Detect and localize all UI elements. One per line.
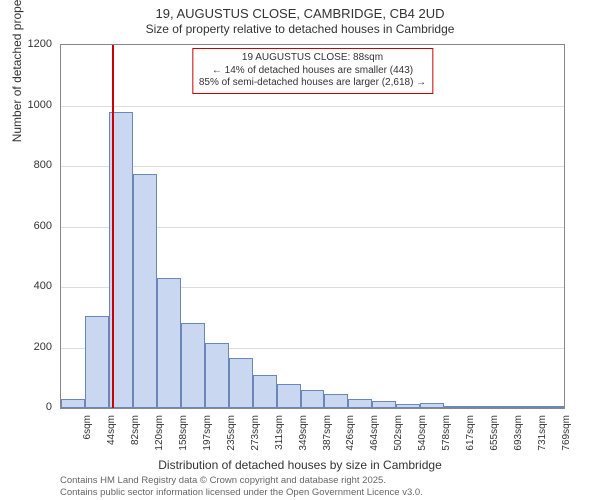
y-tick-label: 1000 (12, 99, 52, 111)
y-tick-label: 1200 (12, 38, 52, 50)
footer-line-2: Contains public sector information licen… (60, 487, 423, 498)
y-tick-label: 600 (12, 220, 52, 232)
histogram-bar (420, 403, 444, 408)
annotation-line: 19 AUGUSTUS CLOSE: 88sqm (199, 52, 426, 65)
footer-attribution: Contains HM Land Registry data © Crown c… (60, 475, 423, 498)
histogram-bar (61, 399, 85, 408)
histogram-bar (253, 375, 277, 408)
histogram-bar (324, 394, 348, 408)
gridline (61, 106, 564, 107)
histogram-bar (205, 343, 229, 408)
histogram-bar (229, 358, 253, 408)
x-tick-label: 158sqm (178, 415, 189, 455)
x-tick-label: 540sqm (417, 415, 428, 455)
chart-subtitle: Size of property relative to detached ho… (0, 22, 600, 40)
histogram-bar (540, 406, 564, 408)
histogram-bar (444, 406, 468, 408)
histogram-bar (348, 399, 372, 408)
y-tick-label: 0 (12, 401, 52, 413)
histogram-bar (85, 316, 109, 408)
x-tick-label: 769sqm (561, 415, 572, 455)
annotation-line: ← 14% of detached houses are smaller (44… (199, 65, 426, 78)
histogram-bar (396, 404, 420, 408)
x-tick-label: 464sqm (369, 415, 380, 455)
chart-container: 19, AUGUSTUS CLOSE, CAMBRIDGE, CB4 2UD S… (0, 0, 600, 500)
x-tick-label: 311sqm (274, 415, 285, 455)
histogram-bar (157, 278, 181, 408)
y-tick-label: 200 (12, 341, 52, 353)
histogram-bar (468, 406, 492, 408)
x-tick-label: 6sqm (82, 415, 93, 455)
x-tick-label: 426sqm (345, 415, 356, 455)
x-tick-label: 617sqm (465, 415, 476, 455)
footer-line-1: Contains HM Land Registry data © Crown c… (60, 475, 423, 486)
y-axis-label: Number of detached properties (10, 0, 24, 142)
y-tick-label: 400 (12, 280, 52, 292)
x-tick-label: 120sqm (154, 415, 165, 455)
histogram-bar (181, 323, 205, 408)
histogram-bar (301, 390, 325, 408)
gridline (61, 166, 564, 167)
histogram-bar (516, 406, 540, 408)
histogram-bar (372, 401, 396, 408)
histogram-bar (492, 406, 516, 408)
x-tick-label: 82sqm (130, 415, 141, 455)
annotation-line: 85% of semi-detached houses are larger (… (199, 77, 426, 90)
annotation-box: 19 AUGUSTUS CLOSE: 88sqm← 14% of detache… (192, 48, 433, 94)
x-axis-label: Distribution of detached houses by size … (0, 458, 600, 472)
x-tick-label: 731sqm (537, 415, 548, 455)
reference-marker-line (112, 45, 114, 408)
plot-area: 19 AUGUSTUS CLOSE: 88sqm← 14% of detache… (60, 44, 565, 409)
chart-title: 19, AUGUSTUS CLOSE, CAMBRIDGE, CB4 2UD (0, 0, 600, 22)
histogram-bar (133, 174, 157, 408)
x-tick-label: 387sqm (322, 415, 333, 455)
x-tick-label: 273sqm (250, 415, 261, 455)
x-tick-label: 235sqm (226, 415, 237, 455)
x-tick-label: 655sqm (489, 415, 500, 455)
x-tick-label: 693sqm (513, 415, 524, 455)
x-tick-label: 502sqm (393, 415, 404, 455)
x-tick-label: 578sqm (441, 415, 452, 455)
y-tick-label: 800 (12, 159, 52, 171)
x-tick-label: 197sqm (202, 415, 213, 455)
x-tick-label: 349sqm (298, 415, 309, 455)
histogram-bar (277, 384, 301, 408)
x-tick-label: 44sqm (106, 415, 117, 455)
